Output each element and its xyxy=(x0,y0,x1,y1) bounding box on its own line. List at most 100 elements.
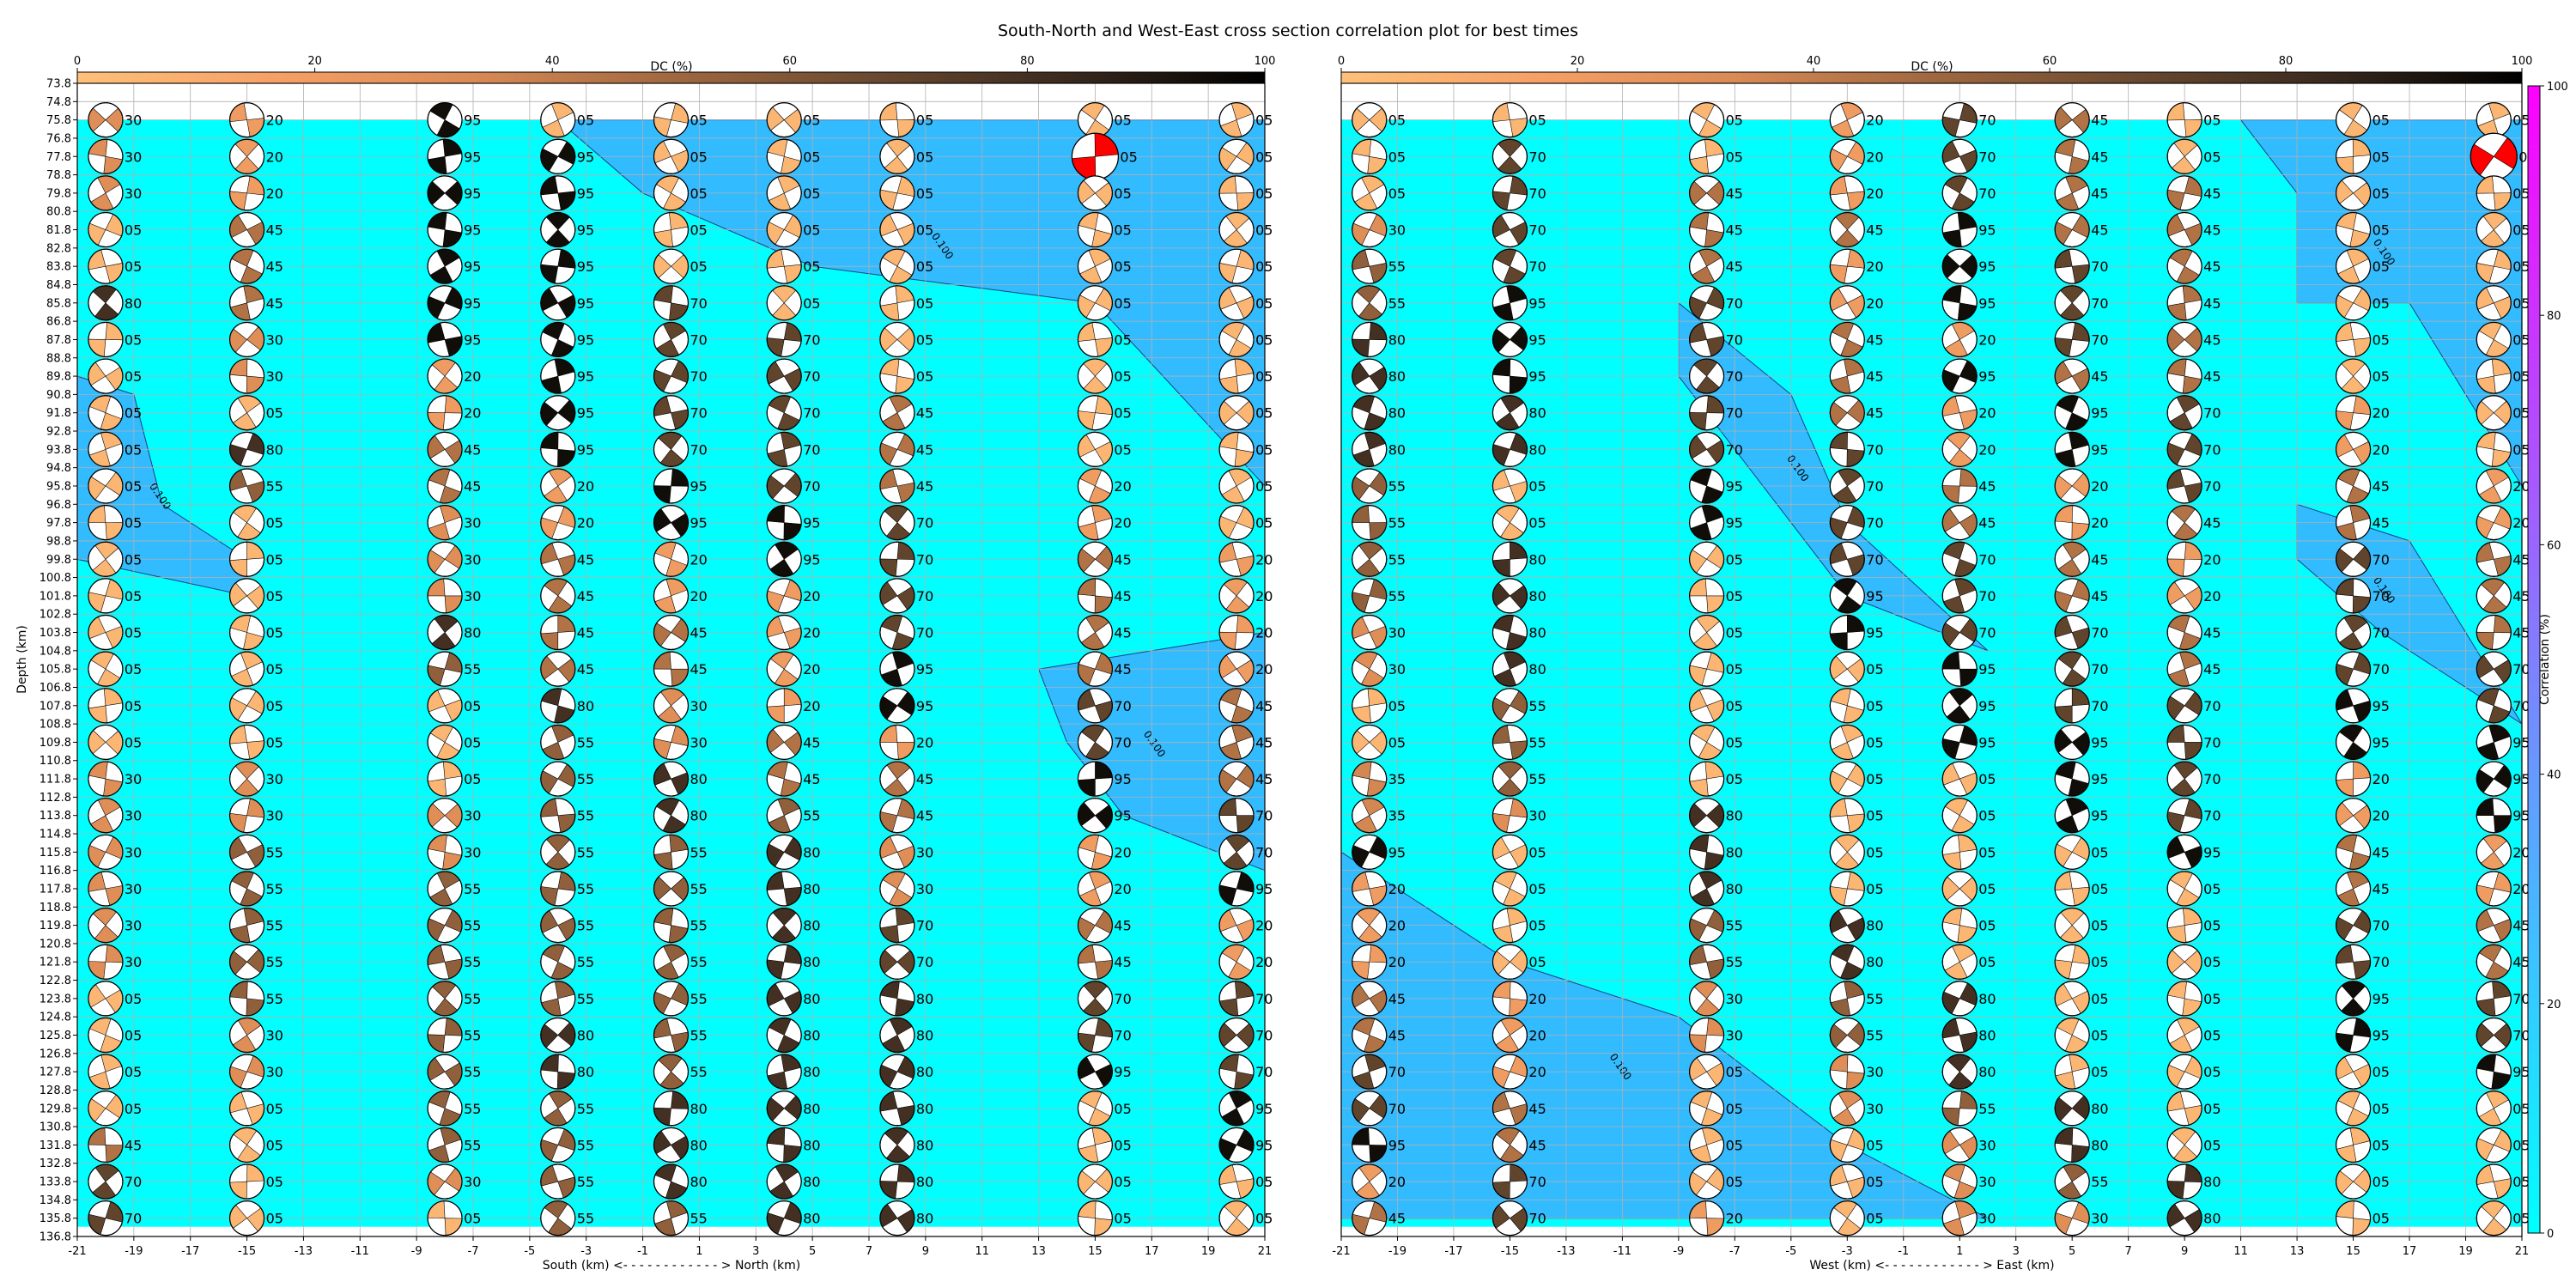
beachball-rim xyxy=(88,724,124,761)
beachball-rim xyxy=(88,871,124,907)
mechanism-label: 05 xyxy=(125,1064,142,1080)
mechanism-label: 20 xyxy=(803,698,820,714)
focal-mechanism: 05 xyxy=(1077,248,1132,284)
mechanism-label: 45 xyxy=(1726,222,1743,239)
x-tick-label: 17 xyxy=(1145,1245,1159,1258)
focal-mechanism: 80 xyxy=(766,944,821,980)
y-tick-label: 76.8 xyxy=(46,132,71,145)
mechanism-label: 20 xyxy=(2372,771,2390,787)
focal-mechanism: 55 xyxy=(427,1017,481,1054)
mechanism-label: 55 xyxy=(803,808,820,824)
beachball-rim xyxy=(427,358,463,394)
mechanism-label: 30 xyxy=(1388,625,1406,641)
beachball-rim xyxy=(88,798,124,834)
focal-mechanism: 05 xyxy=(88,468,142,504)
mechanism-label: 80 xyxy=(2203,1211,2221,1227)
x-tick-label: -1 xyxy=(637,1245,648,1258)
mechanism-label: 55 xyxy=(1388,588,1406,605)
y-tick-label: 107.8 xyxy=(39,700,71,713)
beachball-rim xyxy=(540,614,576,651)
focal-mechanism: 80 xyxy=(879,1017,933,1054)
mechanism-label: 05 xyxy=(2203,1137,2221,1153)
focal-mechanism: 20 xyxy=(1077,505,1132,541)
focal-mechanism: 80 xyxy=(766,1054,821,1090)
mechanism-label: 05 xyxy=(2091,991,2108,1007)
focal-mechanism: 05 xyxy=(653,102,708,138)
y-tick-label: 110.8 xyxy=(39,755,71,768)
mechanism-label: 45 xyxy=(2203,222,2221,239)
mechanism-label: 80 xyxy=(2203,1174,2221,1190)
focal-mechanism: 70 xyxy=(879,541,933,577)
beachball-rim xyxy=(766,981,802,1017)
beachball-rim xyxy=(540,395,576,431)
mechanism-label: 05 xyxy=(1726,1174,1743,1190)
mechanism-label: 45 xyxy=(577,625,594,641)
mechanism-label: 45 xyxy=(916,441,933,458)
focal-mechanism: 45 xyxy=(540,541,594,577)
beachball-rim xyxy=(653,1054,690,1090)
beachball-rim xyxy=(766,102,802,138)
mechanism-label: 80 xyxy=(916,1101,933,1117)
mechanism-label: 55 xyxy=(577,991,594,1007)
mechanism-label: 20 xyxy=(464,405,481,422)
y-tick-label: 86.8 xyxy=(46,316,71,329)
beachball-rim xyxy=(879,211,915,248)
mechanism-label: 95 xyxy=(1388,1137,1406,1153)
mechanism-label: 20 xyxy=(2203,588,2221,605)
mechanism-label: 05 xyxy=(266,625,283,641)
beachball-rim xyxy=(88,138,124,174)
focal-mechanism: 55 xyxy=(427,1127,481,1163)
mechanism-label: 05 xyxy=(916,258,933,275)
focal-mechanism: 05 xyxy=(2470,132,2537,180)
x-tick-label: -13 xyxy=(295,1245,313,1258)
mechanism-label: 70 xyxy=(2203,771,2221,787)
mechanism-label: 30 xyxy=(125,112,142,129)
beachball-rim xyxy=(879,1017,915,1054)
beachball-rim xyxy=(653,688,690,724)
mechanism-label: 70 xyxy=(803,478,820,495)
mechanism-label: 30 xyxy=(1866,1064,1883,1080)
beachball-rim xyxy=(427,541,463,577)
mechanism-label: 80 xyxy=(690,1101,708,1117)
mechanism-label: 05 xyxy=(916,295,933,312)
focal-mechanism: 30 xyxy=(427,798,481,834)
focal-mechanism: 05 xyxy=(1077,321,1132,358)
beachball-rim xyxy=(879,468,915,504)
mechanism-label: 45 xyxy=(1388,1211,1406,1227)
beachball-rim xyxy=(540,1054,576,1090)
mechanism-label: 05 xyxy=(1978,844,1996,860)
mechanism-label: 45 xyxy=(2091,588,2108,605)
mechanism-label: 70 xyxy=(1114,698,1131,714)
y-tick-label: 120.8 xyxy=(39,938,71,951)
mechanism-label: 45 xyxy=(690,625,708,641)
beachball-rim xyxy=(766,1091,802,1127)
focal-mechanism: 55 xyxy=(540,981,594,1017)
beachball-rim xyxy=(228,1091,265,1127)
beachball-rim xyxy=(540,798,576,834)
mechanism-label: 05 xyxy=(1978,954,1996,970)
focal-mechanism: 70 xyxy=(879,578,933,614)
x-tick-label: 9 xyxy=(922,1245,929,1258)
focal-mechanism: 45 xyxy=(228,211,283,248)
mechanism-label: 20 xyxy=(1726,1211,1743,1227)
y-tick-label: 133.8 xyxy=(39,1176,71,1189)
mechanism-label: 55 xyxy=(464,1101,481,1117)
mechanism-label: 05 xyxy=(2372,1174,2390,1190)
beachball-rim xyxy=(540,871,576,907)
mechanism-label: 45 xyxy=(2203,258,2221,275)
mechanism-label: 80 xyxy=(803,1137,820,1153)
mechanism-label: 05 xyxy=(2372,295,2390,312)
mechanism-label: 95 xyxy=(916,661,933,677)
focal-mechanism: 80 xyxy=(540,688,594,724)
beachball-rim xyxy=(766,688,802,724)
focal-mechanism: 55 xyxy=(540,1091,594,1127)
mechanism-label: 95 xyxy=(2372,991,2390,1007)
beachball-rim xyxy=(766,834,802,870)
mechanism-label: 30 xyxy=(266,1028,283,1044)
focal-mechanism: 55 xyxy=(540,944,594,980)
mechanism-label: 05 xyxy=(1255,258,1273,275)
mechanism-label: 95 xyxy=(1528,295,1546,312)
beachball-rim xyxy=(879,614,915,651)
mechanism-label: 45 xyxy=(1726,258,1743,275)
